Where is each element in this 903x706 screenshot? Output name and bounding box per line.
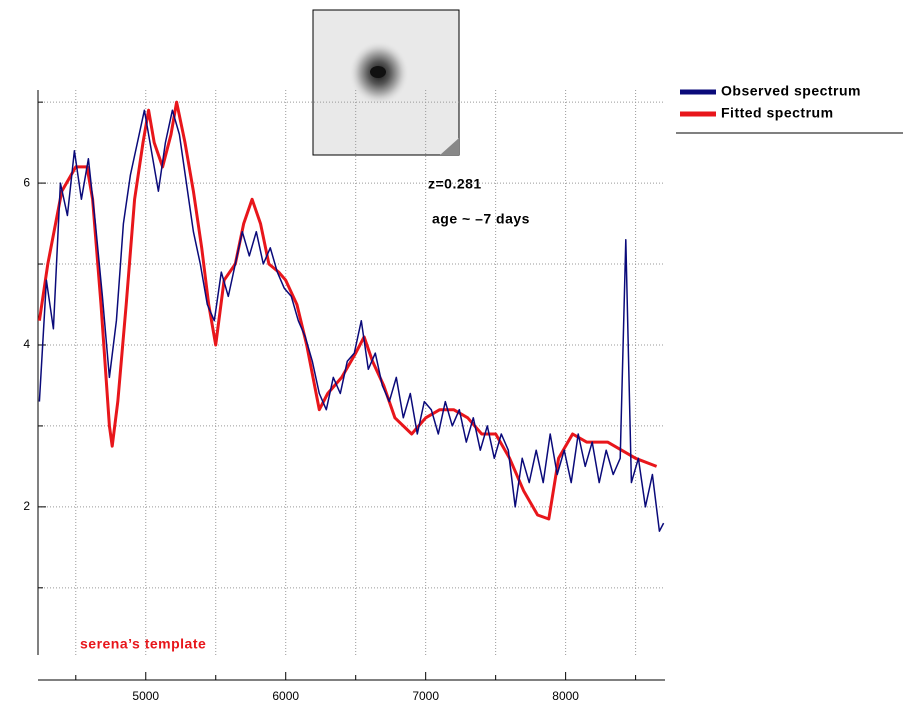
series-line xyxy=(37,100,658,521)
inset-image xyxy=(312,9,460,156)
annotation: serena’s template xyxy=(80,636,206,652)
x-tick-label: 8000 xyxy=(552,689,579,703)
y-tick-label: 4 xyxy=(23,337,30,351)
series-line xyxy=(38,109,665,532)
annotation: age ~ –7 days xyxy=(432,211,530,227)
x-tick-label: 6000 xyxy=(272,689,299,703)
legend-label: Observed spectrum xyxy=(721,83,861,99)
annotation: z=0.281 xyxy=(428,176,482,192)
y-tick-label: 2 xyxy=(23,499,30,513)
legend-label: Fitted spectrum xyxy=(721,105,834,121)
y-tick-label: 6 xyxy=(23,175,30,189)
x-tick-label: 5000 xyxy=(132,689,159,703)
x-tick-label: 7000 xyxy=(412,689,439,703)
